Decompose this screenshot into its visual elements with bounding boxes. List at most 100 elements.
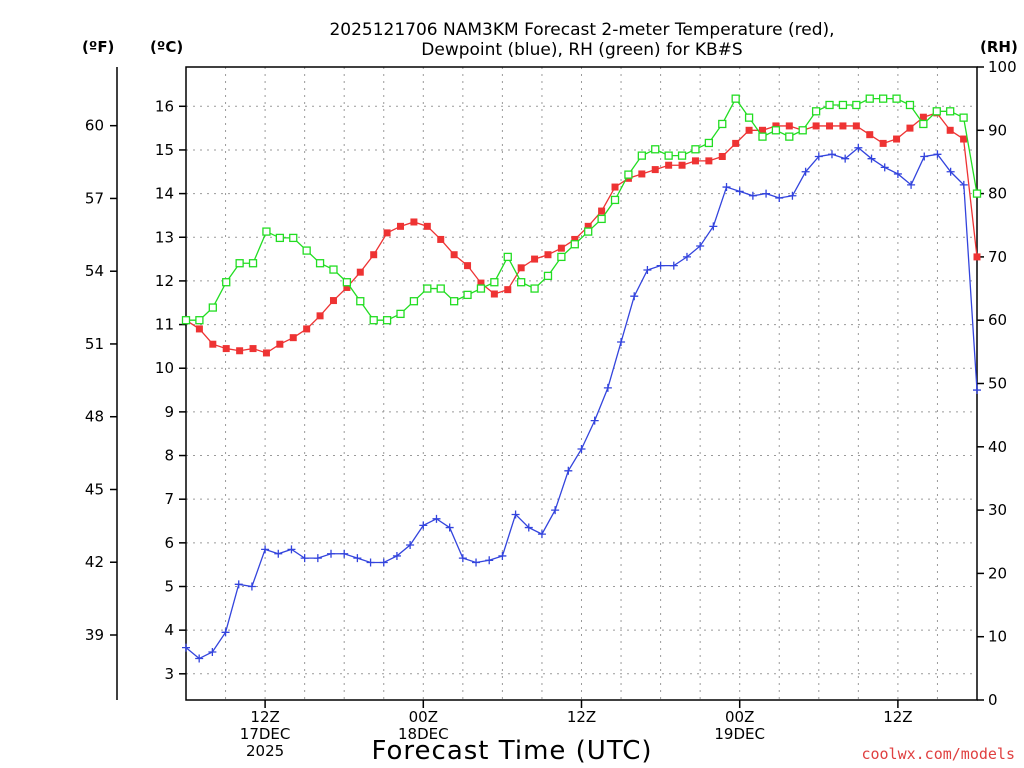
temperature-point-47	[812, 122, 820, 130]
rh-point-28	[557, 252, 566, 262]
dewpoint-point-38	[682, 252, 691, 261]
fahrenheit-tick-label-51: 51	[85, 335, 104, 353]
dewpoint-point-56	[920, 152, 929, 161]
x-tick-label-0-1: 12Z	[250, 708, 279, 726]
temperature-point-28	[557, 244, 565, 252]
chart-title-line-2: Dewpoint (blue), RH (green) for KB#S	[421, 40, 742, 60]
temperature-point-57	[946, 126, 954, 134]
temperature-point-37	[678, 161, 686, 169]
rh-point-54	[905, 100, 915, 110]
temperature-point-31	[598, 207, 606, 215]
temperature-point-8	[289, 334, 297, 342]
temperature-point-40	[718, 152, 726, 160]
celsius-tick-label-10: 10	[155, 359, 174, 377]
dewpoint-point-19	[432, 514, 441, 523]
fahrenheit-tick-label-57: 57	[85, 189, 104, 207]
rh-point-18	[423, 284, 432, 293]
celsius-tick-label-6: 6	[164, 534, 174, 552]
dewpoint-point-25	[511, 510, 520, 519]
rh-point-50	[852, 100, 861, 110]
rh-point-30	[584, 227, 593, 236]
rh-point-24	[503, 252, 512, 262]
dewpoint-point-52	[867, 154, 876, 163]
dewpoint-point-23	[485, 556, 494, 565]
rh-point-34	[637, 151, 646, 160]
dewpoint-point-27	[537, 530, 546, 539]
rh-tick-label-70: 70	[988, 248, 1007, 266]
temperature-point-22	[477, 279, 485, 287]
rh-tick-label-10: 10	[988, 628, 1007, 646]
celsius-tick-label-7: 7	[164, 490, 174, 508]
dewpoint-point-14	[366, 558, 375, 567]
dewpoint-point-58	[946, 167, 955, 176]
rh-tick-label-60: 60	[988, 311, 1007, 329]
temperature-point-16	[397, 222, 405, 230]
rh-point-1	[195, 316, 204, 325]
temperature-point-24	[504, 286, 512, 294]
temperature-point-2	[209, 340, 217, 348]
tick-labels: 3456789101112131415163942454851545760010…	[85, 58, 1017, 760]
rh-point-55	[919, 119, 928, 129]
rh-point-12	[342, 278, 352, 287]
fahrenheit-tick-label-54: 54	[85, 262, 104, 280]
rh-point-27	[543, 271, 553, 281]
temperature-point-59	[973, 253, 981, 261]
dewpoint-point-39	[696, 241, 705, 250]
rh-point-48	[825, 100, 834, 110]
rh-point-26	[530, 284, 539, 293]
celsius-tick-label-15: 15	[155, 141, 174, 159]
fahrenheit-tick-label-42: 42	[85, 553, 104, 571]
rh-tick-label-80: 80	[988, 185, 1007, 203]
dewpoint-point-24	[498, 551, 507, 560]
temperature-point-52	[879, 139, 887, 147]
rh-point-45	[785, 132, 794, 141]
temperature-point-54	[906, 124, 914, 132]
temperature-point-9	[303, 325, 311, 333]
rh-point-4	[235, 259, 244, 268]
rh-tick-label-50: 50	[988, 375, 1007, 393]
temperature-point-10	[316, 312, 324, 320]
temperature-point-13	[356, 268, 364, 276]
temperature-point-14	[370, 251, 378, 259]
rh-point-38	[691, 145, 700, 154]
dewpoint-point-60	[973, 386, 981, 395]
temperature-point-19	[437, 235, 445, 243]
dewpoint-point-35	[643, 265, 652, 274]
temperature-point-11	[329, 297, 337, 305]
rh-point-56	[932, 107, 941, 116]
rh-point-17	[409, 297, 419, 306]
celsius-tick-label-8: 8	[164, 447, 174, 465]
source-credit[interactable]: coolwx.com/models	[861, 745, 1015, 763]
rh-point-21	[463, 290, 472, 300]
rh-point-41	[731, 94, 740, 103]
dewpoint-point-2	[208, 647, 217, 656]
rh-point-39	[704, 138, 714, 148]
rh-tick-label-30: 30	[988, 501, 1007, 519]
rh-point-51	[865, 94, 874, 103]
temperature-point-18	[423, 222, 431, 230]
rh-point-58	[959, 113, 968, 122]
x-tick-label-4-1: 12Z	[883, 708, 912, 726]
temperature-point-34	[638, 170, 646, 178]
temperature-point-5	[249, 345, 257, 353]
rh-point-13	[356, 297, 365, 306]
dewpoint-point-10	[313, 554, 322, 563]
temperature-point-49	[839, 122, 847, 130]
x-tick-label-1-2: 18DEC	[398, 725, 449, 743]
temperature-point-35	[651, 166, 659, 174]
dewpoint-point-18	[419, 521, 428, 530]
rh-point-43	[758, 132, 767, 141]
temperature-point-27	[544, 251, 552, 259]
dewpoint-point-55	[907, 180, 916, 189]
temperature-point-45	[785, 122, 793, 130]
celsius-tick-label-9: 9	[164, 403, 174, 421]
dewpoint-point-57	[933, 150, 942, 159]
x-tick-label-2-1: 12Z	[567, 708, 596, 726]
rh-point-11	[329, 265, 338, 274]
rh-tick-label-100: 100	[988, 58, 1017, 76]
temperature-point-6	[262, 349, 270, 357]
rh-point-32	[610, 195, 620, 205]
rh-point-42	[744, 113, 754, 122]
rh-point-2	[208, 303, 217, 312]
